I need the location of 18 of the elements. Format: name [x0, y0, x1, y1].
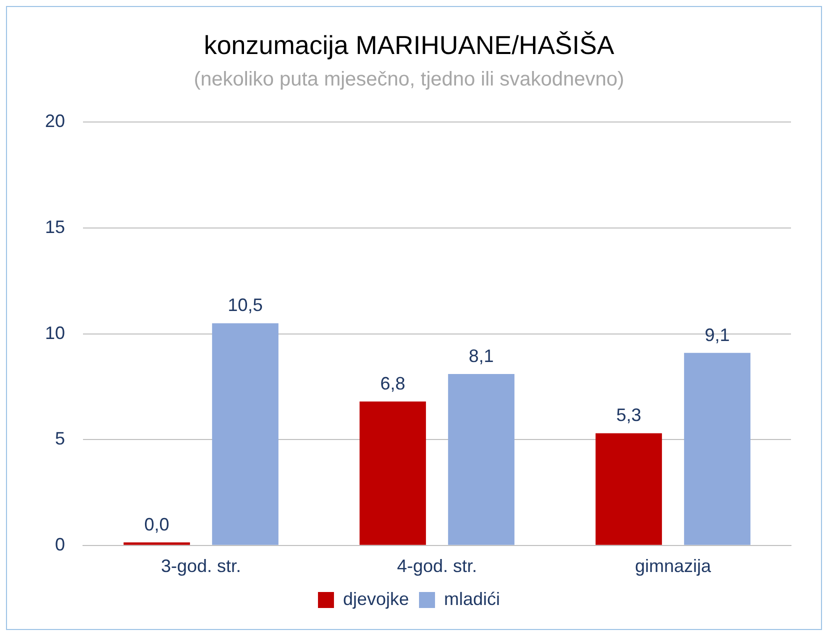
y-tick-label: 0 [55, 534, 66, 554]
x-tick-label: 3-god. str. [160, 556, 242, 576]
data-label: 0,0 [144, 514, 170, 534]
legend-label: djevojke [342, 588, 410, 609]
x-tick-label: 4-god. str. [396, 556, 478, 576]
chart-title: konzumacija MARIHUANE/HAŠIŠA [204, 30, 615, 60]
y-tick-label: 5 [55, 428, 66, 449]
chart-subtitle: (nekoliko puta mjesečno, tjedno ili svakodnevno) [194, 68, 624, 91]
data-label: 10,5 [228, 295, 263, 316]
y-tick-label: 10 [44, 322, 66, 343]
data-label: 5,3 [616, 405, 642, 426]
legend-label: mladići [444, 588, 500, 609]
x-tick-label: gimnazija [634, 556, 712, 576]
y-tick-label: 15 [44, 216, 66, 237]
y-tick-label: 20 [44, 111, 66, 132]
data-label: 9,1 [704, 324, 730, 345]
data-label: 8,1 [468, 346, 494, 366]
data-label: 6,8 [380, 373, 406, 394]
